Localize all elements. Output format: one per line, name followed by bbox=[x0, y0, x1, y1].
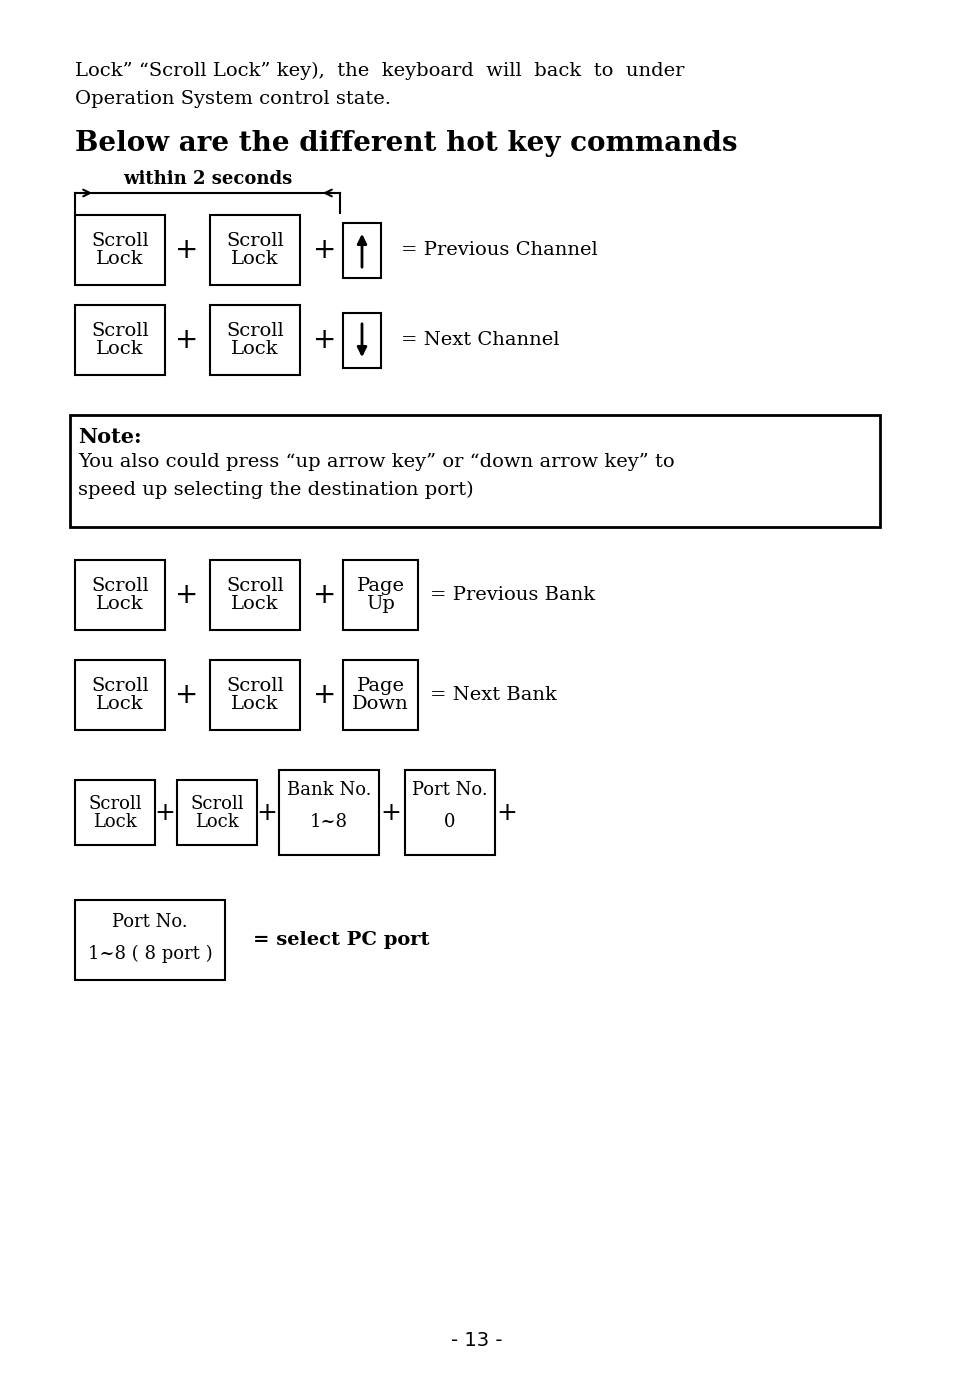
Text: Lock: Lock bbox=[231, 340, 278, 358]
Bar bbox=[343, 560, 417, 630]
Bar bbox=[75, 216, 165, 285]
Text: +: + bbox=[380, 800, 401, 825]
Bar bbox=[75, 661, 165, 730]
Text: within 2 seconds: within 2 seconds bbox=[123, 170, 292, 188]
Bar bbox=[343, 312, 380, 368]
Text: 1~8 ( 8 port ): 1~8 ( 8 port ) bbox=[88, 945, 213, 963]
Text: Lock: Lock bbox=[96, 340, 144, 358]
Text: = select PC port: = select PC port bbox=[253, 931, 429, 949]
Text: Bank No.: Bank No. bbox=[287, 781, 371, 799]
Text: Lock: Lock bbox=[231, 695, 278, 713]
Bar bbox=[75, 900, 225, 980]
Bar bbox=[278, 770, 378, 855]
Text: +: + bbox=[313, 326, 336, 354]
Bar bbox=[75, 305, 165, 375]
Text: - 13 -: - 13 - bbox=[451, 1331, 502, 1349]
Text: Scroll: Scroll bbox=[91, 322, 149, 340]
Bar bbox=[210, 305, 299, 375]
Text: +: + bbox=[313, 681, 336, 709]
Text: Up: Up bbox=[366, 596, 395, 614]
Text: Scroll: Scroll bbox=[226, 232, 284, 250]
Text: 1~8: 1~8 bbox=[310, 813, 348, 831]
Text: Page: Page bbox=[356, 677, 404, 695]
Text: Scroll: Scroll bbox=[91, 578, 149, 596]
Text: Lock: Lock bbox=[195, 813, 238, 831]
Text: Lock: Lock bbox=[96, 250, 144, 268]
Text: = Next Channel: = Next Channel bbox=[400, 332, 558, 350]
Bar bbox=[75, 560, 165, 630]
Text: +: + bbox=[256, 800, 277, 825]
Bar bbox=[343, 661, 417, 730]
Text: Lock” “Scroll Lock” key),  the  keyboard  will  back  to  under: Lock” “Scroll Lock” key), the keyboard w… bbox=[75, 62, 683, 80]
Text: Scroll: Scroll bbox=[88, 795, 142, 813]
Bar bbox=[177, 779, 256, 844]
Text: +: + bbox=[175, 580, 198, 609]
Text: Below are the different hot key commands: Below are the different hot key commands bbox=[75, 130, 737, 158]
Text: +: + bbox=[175, 236, 198, 264]
Text: Lock: Lock bbox=[231, 250, 278, 268]
Text: +: + bbox=[313, 236, 336, 264]
Text: You also could press “up arrow key” or “down arrow key” to: You also could press “up arrow key” or “… bbox=[78, 453, 674, 471]
Text: Note:: Note: bbox=[78, 427, 141, 446]
Text: Lock: Lock bbox=[96, 596, 144, 614]
Text: Scroll: Scroll bbox=[91, 232, 149, 250]
Text: +: + bbox=[154, 800, 175, 825]
Text: Scroll: Scroll bbox=[226, 677, 284, 695]
Text: Operation System control state.: Operation System control state. bbox=[75, 90, 391, 108]
Text: = Next Bank: = Next Bank bbox=[430, 685, 557, 703]
Text: Page: Page bbox=[356, 578, 404, 596]
Text: Lock: Lock bbox=[96, 695, 144, 713]
Text: Port No.: Port No. bbox=[412, 781, 487, 799]
Text: Lock: Lock bbox=[93, 813, 136, 831]
Bar bbox=[405, 770, 495, 855]
Bar bbox=[210, 216, 299, 285]
Text: Port No.: Port No. bbox=[112, 914, 188, 931]
Text: Scroll: Scroll bbox=[226, 322, 284, 340]
Text: = Previous Bank: = Previous Bank bbox=[430, 586, 595, 604]
Text: 0: 0 bbox=[444, 813, 456, 831]
Text: +: + bbox=[497, 800, 517, 825]
Text: +: + bbox=[175, 326, 198, 354]
Text: +: + bbox=[313, 580, 336, 609]
Text: speed up selecting the destination port): speed up selecting the destination port) bbox=[78, 481, 473, 499]
Text: Scroll: Scroll bbox=[91, 677, 149, 695]
Text: Lock: Lock bbox=[231, 596, 278, 614]
Bar bbox=[70, 415, 879, 527]
Text: Scroll: Scroll bbox=[226, 578, 284, 596]
Text: Scroll: Scroll bbox=[190, 795, 244, 813]
Text: Down: Down bbox=[352, 695, 409, 713]
Bar bbox=[343, 223, 380, 278]
Bar bbox=[210, 661, 299, 730]
Text: = Previous Channel: = Previous Channel bbox=[400, 240, 598, 258]
Bar bbox=[75, 779, 154, 844]
Bar bbox=[210, 560, 299, 630]
Text: +: + bbox=[175, 681, 198, 709]
